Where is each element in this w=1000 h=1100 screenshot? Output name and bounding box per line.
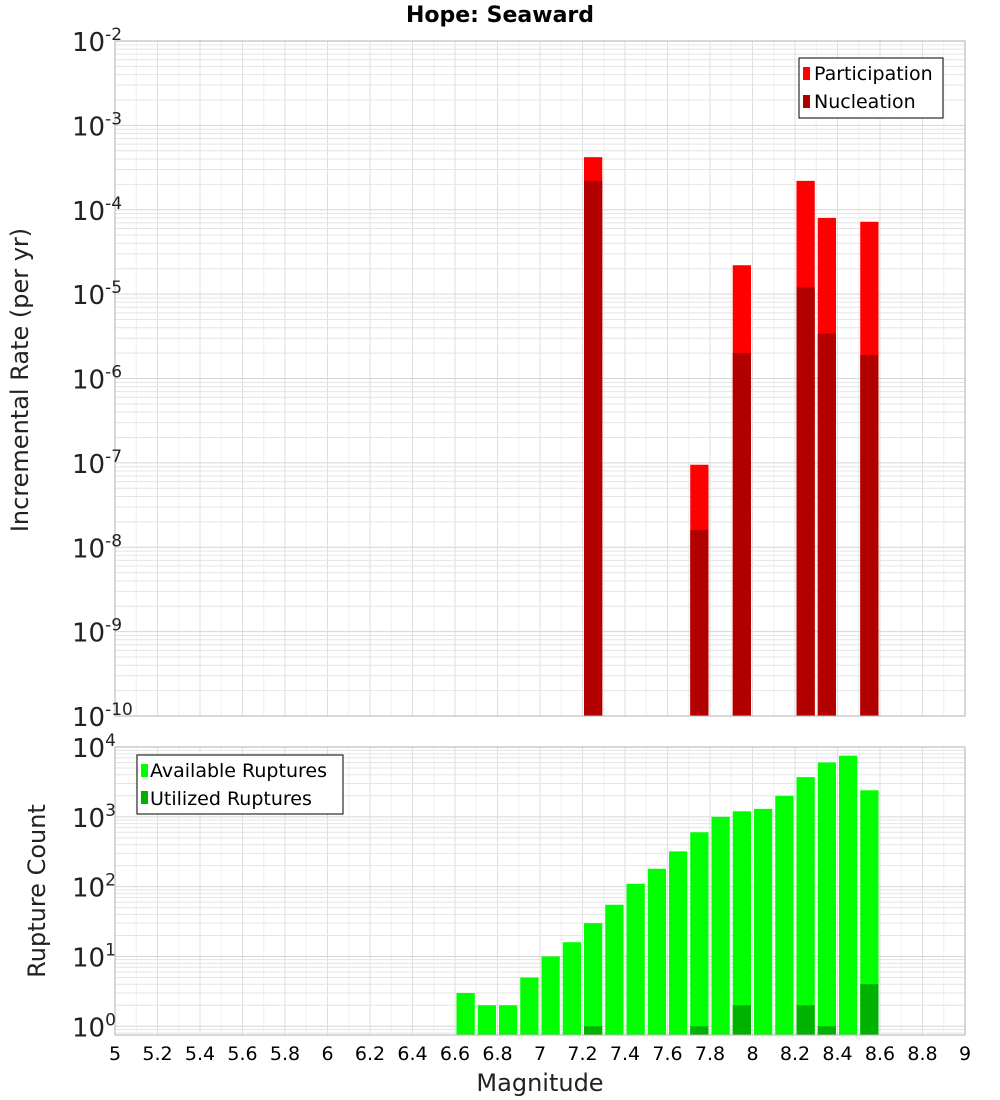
x-tick-labels: 5 5.2 5.4 5.6 5.8 6 6.2 6.4 6.6 6.8 7 7.2 7.4 7.6 7.8 8… [109,1043,971,1065]
count-legend-box [136,754,344,815]
count-available-ruptures-bar [477,1005,496,1035]
count-available-ruptures-bar [817,762,836,1035]
count-available-ruptures-bar [562,942,581,1035]
rate-nucleation-bar [690,530,709,716]
count-bars [456,755,879,1035]
utilized-legend-label: Utilized Ruptures [150,788,312,810]
nucleation-legend-label: Nucleation [814,91,916,113]
rate-y-tick-label: 10-3 [72,109,122,142]
count-panel: 100 101 102 103 104 5 5.2 5.4 5.6 5.8 6 6.2 6.4 6.6 6… [23,731,971,1097]
count-y-tick-label: 100 [72,1010,116,1043]
rate-y-tick-label: 10-7 [72,447,122,480]
rate-gridlines [114,40,966,717]
count-available-ruptures-bar [647,868,666,1035]
x-tick-label: 7.2 [567,1043,597,1065]
participation-legend-label: Participation [814,63,933,85]
rate-y-axis-label: Incremental Rate (per yr) [6,228,34,532]
x-tick-label: 8.2 [780,1043,810,1065]
rate-y-tick-label: 10-9 [72,616,122,649]
x-tick-label: 8.4 [822,1043,852,1065]
count-gridlines [114,746,966,1035]
x-tick-label: 7 [534,1043,546,1065]
x-tick-label: 5.8 [270,1043,300,1065]
x-tick-label: 6 [321,1043,333,1065]
x-tick-label: 7.8 [695,1043,725,1065]
count-available-ruptures-bar [860,790,879,1035]
count-available-ruptures-bar [690,832,709,1035]
rate-y-tick-label: 10-5 [72,278,122,311]
count-utilized-ruptures-bar [584,1026,603,1035]
rate-nucleation-bar [584,180,603,716]
count-y-tick-label: 104 [72,731,116,764]
count-available-ruptures-bar [626,883,645,1035]
x-tick-label: 9 [959,1043,971,1065]
count-utilized-ruptures-bar [860,984,879,1035]
count-available-ruptures-bar [669,851,688,1035]
count-utilized-ruptures-bar [796,1005,815,1035]
count-available-ruptures-bar [541,956,560,1035]
x-tick-label: 8.6 [865,1043,895,1065]
count-available-ruptures-bar [732,811,751,1035]
count-available-ruptures-bar [711,816,730,1035]
count-available-ruptures-bar [839,755,858,1035]
x-tick-label: 7.4 [610,1043,640,1065]
rate-nucleation-bar [817,333,836,716]
nucleation-legend-swatch [803,95,810,108]
rate-y-tick-label: 10-10 [72,700,133,733]
rate-nucleation-bar [860,354,879,716]
count-available-ruptures-bar [584,923,603,1035]
count-y-tick-label: 102 [72,871,116,904]
count-y-axis-label: Rupture Count [23,804,51,978]
count-y-tick-label: 101 [72,940,116,973]
count-available-ruptures-bar [456,992,475,1035]
utilized-legend-swatch [141,791,148,804]
x-tick-label: 5.2 [142,1043,172,1065]
x-tick-label: 7.6 [652,1043,682,1065]
count-legend: Available Ruptures Utilized Ruptures [136,754,344,815]
rate-plot-frame [114,40,966,717]
rate-legend-box [798,57,944,119]
count-utilized-ruptures-bar [732,1005,751,1035]
count-available-ruptures-bar [775,795,794,1035]
x-tick-label: 6.4 [397,1043,427,1065]
count-available-ruptures-bar [520,977,539,1035]
chart-title: Hope: Seaward [406,3,594,28]
x-tick-label: 8.8 [907,1043,937,1065]
available-legend-swatch [141,764,148,777]
x-tick-label: 6.6 [440,1043,470,1065]
rate-nucleation-bar [796,287,815,716]
count-available-ruptures-bar [796,777,815,1035]
count-y-tick-labels: 100 101 102 103 104 [72,731,116,1043]
count-plot-frame [114,746,966,1036]
x-axis-label: Magnitude [476,1069,603,1097]
count-y-tick-label: 103 [72,801,116,834]
count-available-ruptures-bar [754,808,773,1035]
x-tick-label: 6.2 [355,1043,385,1065]
rate-y-tick-label: 10-8 [72,531,122,564]
rate-y-tick-labels: 10-10 10-9 10-8 10-7 10-6 10-5 10-4 10-3 10-2 [72,25,133,733]
count-utilized-ruptures-bar [690,1026,709,1035]
count-available-ruptures-bar [499,1005,518,1035]
rate-bars [584,157,879,717]
x-tick-label: 5.4 [185,1043,215,1065]
rate-y-tick-label: 10-4 [72,194,122,227]
count-utilized-ruptures-bar [817,1026,836,1035]
x-tick-label: 8 [746,1043,758,1065]
x-tick-label: 5.6 [227,1043,257,1065]
rate-nucleation-bar [732,353,751,716]
rate-y-tick-label: 10-6 [72,363,122,396]
available-legend-label: Available Ruptures [150,760,327,782]
x-tick-label: 6.8 [482,1043,512,1065]
rate-panel: 10-10 10-9 10-8 10-7 10-6 10-5 10-4 10-3 10-2 In… [6,25,966,733]
count-available-ruptures-bar [605,904,624,1035]
rate-legend: Participation Nucleation [798,57,944,119]
x-tick-label: 5 [109,1043,121,1065]
rate-y-tick-label: 10-2 [72,25,122,58]
participation-legend-swatch [803,67,810,80]
